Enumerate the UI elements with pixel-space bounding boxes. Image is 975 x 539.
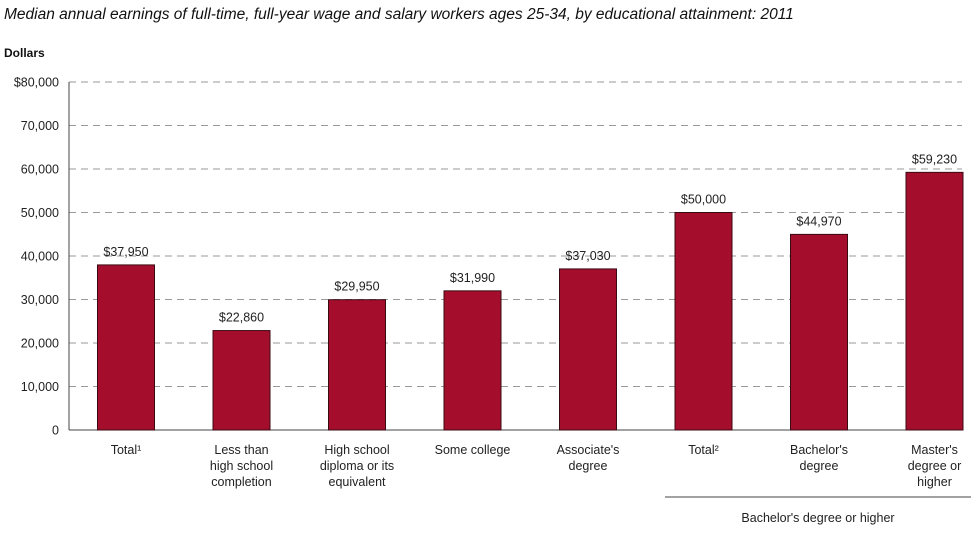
category-label: Some college <box>435 443 511 457</box>
value-label: $31,990 <box>450 271 495 285</box>
category-label: Associate's <box>557 443 620 457</box>
y-tick-label: 60,000 <box>21 163 59 177</box>
bars <box>97 171 964 431</box>
y-tick-label: 70,000 <box>21 119 59 133</box>
bar <box>559 268 617 431</box>
category-label: High school <box>324 443 389 457</box>
value-label: $37,030 <box>565 249 610 263</box>
category-label: degree or <box>908 459 962 473</box>
y-tick-label: 40,000 <box>21 250 59 264</box>
value-label: $59,230 <box>912 152 957 166</box>
value-labels: $37,950 $22,860 $29,950 $31,990 $37,030 $50,0… <box>103 152 957 324</box>
category-label: higher <box>917 475 952 489</box>
bar <box>97 264 155 431</box>
category-label: diploma or its <box>320 459 394 473</box>
category-label: Bachelor's <box>790 443 848 457</box>
bar <box>790 233 848 431</box>
category-label: Master's <box>911 443 958 457</box>
category-label: Total¹ <box>111 443 142 457</box>
bar <box>443 290 502 431</box>
chart-title: Median annual earnings of full-time, ful… <box>4 6 794 23</box>
bar <box>674 212 733 431</box>
category-label: Total² <box>688 443 719 457</box>
category-labels: Total¹ Less than high school completion High… <box>111 443 962 489</box>
category-label: degree <box>800 459 839 473</box>
y-tick-label: 10,000 <box>21 380 59 394</box>
category-label: equivalent <box>329 475 387 489</box>
value-label: $22,860 <box>219 311 264 325</box>
y-axis-label: Dollars <box>4 46 45 60</box>
y-tick-labels: 0 10,000 20,000 30,000 40,000 50,000 60,000 70,… <box>14 76 59 438</box>
y-tick-label: 50,000 <box>21 206 59 220</box>
y-tick-label: $80,000 <box>14 76 59 90</box>
y-tick-label: 0 <box>52 424 59 438</box>
category-label: Less than <box>214 443 268 457</box>
bar <box>328 299 386 431</box>
y-tick-label: 30,000 <box>21 293 59 307</box>
value-label: $29,950 <box>334 280 379 294</box>
group-label: Bachelor's degree or higher <box>741 511 894 525</box>
category-label: degree <box>569 459 608 473</box>
value-label: $50,000 <box>681 193 726 207</box>
category-label: high school <box>210 459 273 473</box>
category-label: completion <box>211 475 271 489</box>
y-tick-label: 20,000 <box>21 337 59 351</box>
bar <box>212 330 271 431</box>
value-label: $37,950 <box>103 245 148 259</box>
value-label: $44,970 <box>796 214 841 228</box>
bar <box>905 171 964 431</box>
